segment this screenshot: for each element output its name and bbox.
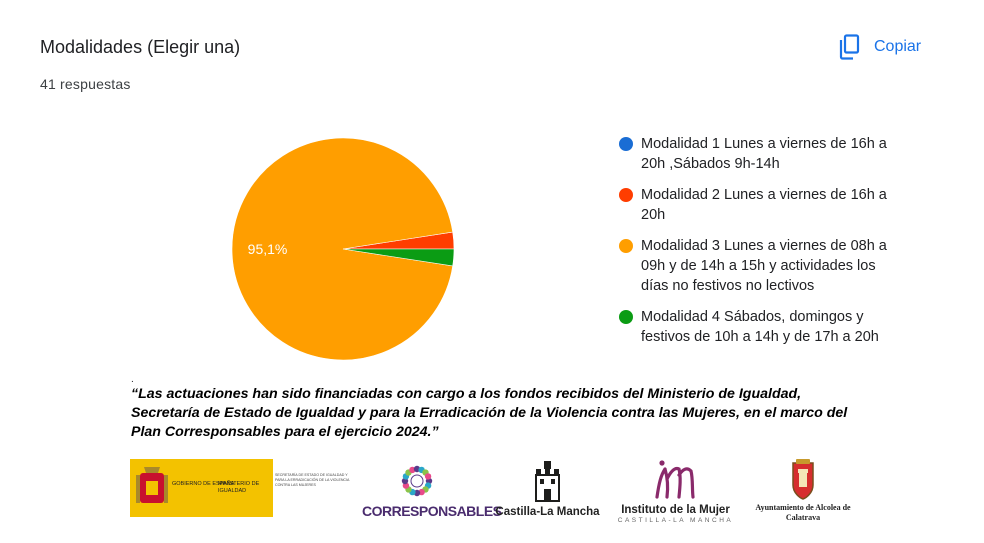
instituto-sub-text: CASTILLA-LA MANCHA [617,517,734,524]
pie-slice-3 [231,137,454,361]
legend-label-4: Modalidad 4 Sábados, domingos y festivos… [641,309,879,345]
ayuntamiento-logo: Ayuntamiento de Alcolea de Calatrava [748,459,858,522]
emblem-petal [424,473,432,480]
legend-item-2: Modalidad 2 Lunes a viernes de 16h a 20h [619,185,919,225]
legend-swatch-1 [619,137,633,151]
copy-button[interactable]: Copiar [838,30,921,64]
gobierno-espana-logo: GOBIERNO DE ESPAÑA MINISTERIO DE IGUALDA… [130,459,273,517]
chart-legend: Modalidad 1 Lunes a viernes de 16h a 20h… [619,134,919,358]
secretaria-text: SECRETARÍA DE ESTADO DE IGUALDAD Y PARA … [275,473,350,487]
response-count: 41 respuestas [40,76,131,92]
pie-chart: 95,1% [231,137,455,361]
corresponsables-text: CORRESPONSABLES [362,503,502,519]
instituto-emblem-icon [655,460,695,499]
corresponsables-emblem-icon [401,465,433,497]
legend-swatch-2 [619,188,633,202]
copy-icon [838,34,860,60]
ayuntamiento-text: Ayuntamiento de Alcolea de Calatrava [755,503,851,522]
chart-title: Modalidades (Elegir una) [40,37,241,57]
castilla-la-mancha-logo: Castilla-La Mancha [495,459,600,521]
legend-item-3: Modalidad 3 Lunes a viernes de 08h a 09h… [619,236,919,296]
castle-icon [535,461,560,502]
instituto-mujer-logo: Instituto de la Mujer CASTILLA-LA MANCHA [613,459,738,524]
legend-label-1: Modalidad 1 Lunes a viernes de 16h a 20h… [641,136,887,172]
sponsor-logos: GOBIERNO DE ESPAÑA MINISTERIO DE IGUALDA… [130,455,860,525]
pie-slice-4 [342,248,455,267]
copy-label: Copiar [874,38,922,55]
instituto-text: Instituto de la Mujer [621,504,730,516]
gobierno-text: GOBIERNO DE ESPAÑA [172,481,235,487]
funding-note: “Las actuaciones han sido financiadas co… [131,386,848,440]
legend-item-1: Modalidad 1 Lunes a viernes de 16h a 20h… [619,134,919,174]
legend-label-3: Modalidad 3 Lunes a viernes de 08h a 09h… [641,238,887,294]
stray-dot: . [131,374,134,385]
coat-of-arms-icon [136,467,168,503]
alcolea-shield-icon [792,459,814,500]
ministerio-text: MINISTERIO DE IGUALDAD [218,481,260,494]
legend-swatch-4 [619,310,633,324]
castilla-text: Castilla-La Mancha [495,506,600,518]
corresponsables-logo: CORRESPONSABLES [362,459,502,521]
legend-swatch-3 [619,239,633,253]
legend-item-4: Modalidad 4 Sábados, domingos y festivos… [619,307,919,347]
pie-data-label-3: 95,1% [248,241,288,257]
legend-label-2: Modalidad 2 Lunes a viernes de 16h a 20h [641,187,887,223]
